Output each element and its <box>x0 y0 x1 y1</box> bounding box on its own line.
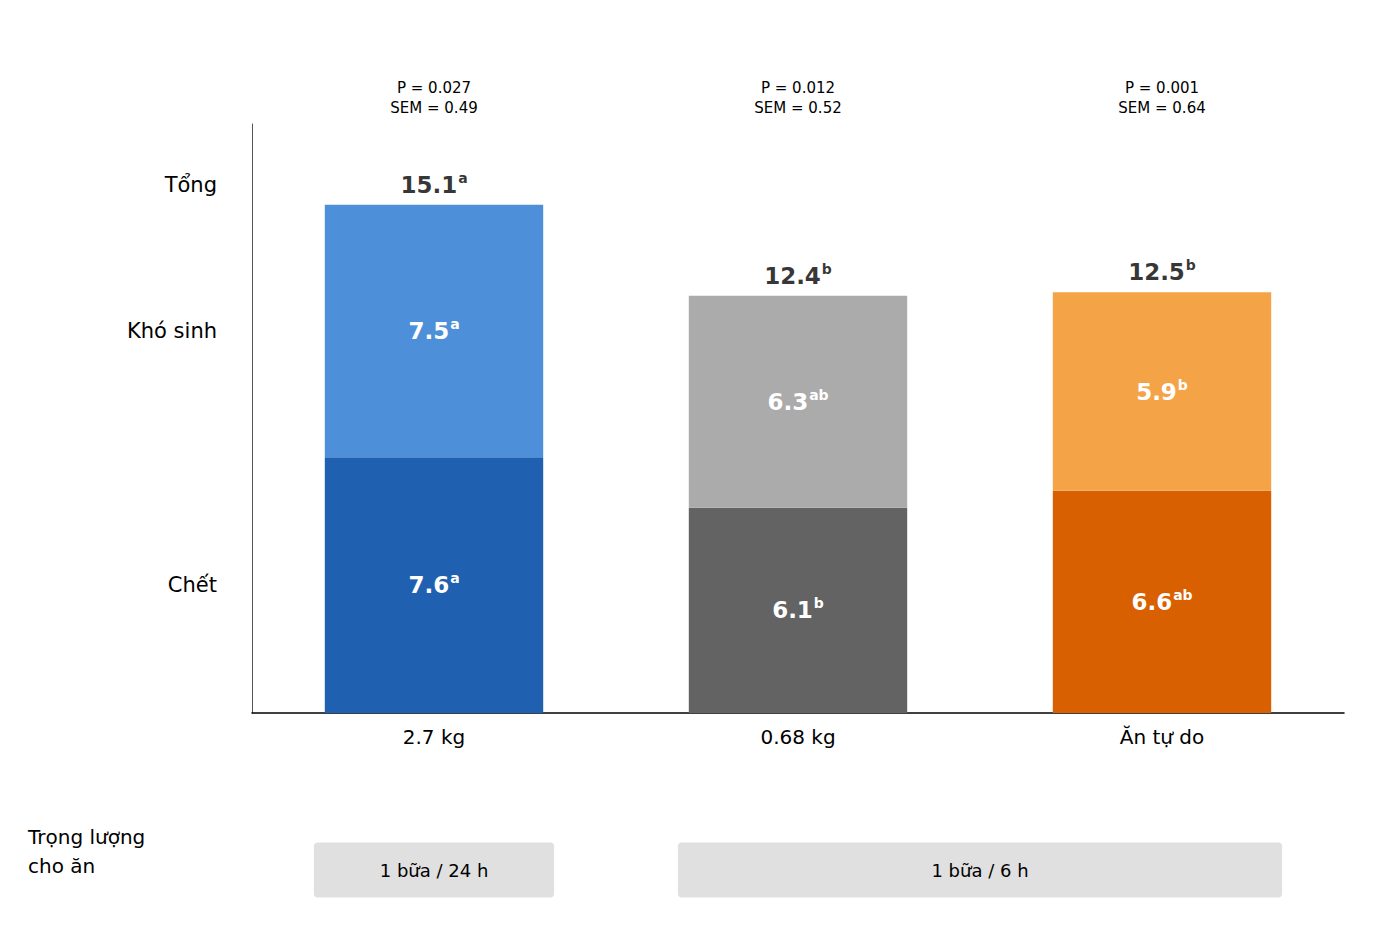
svg-text:b: b <box>1186 257 1196 273</box>
svg-text:Ăn tự do: Ăn tự do <box>1120 725 1205 749</box>
svg-text:a: a <box>450 570 459 586</box>
svg-text:2.7 kg: 2.7 kg <box>403 725 465 749</box>
svg-text:cho ăn: cho ăn <box>28 854 95 878</box>
svg-text:Chết: Chết <box>168 573 217 597</box>
svg-text:7.5: 7.5 <box>408 318 449 344</box>
svg-text:a: a <box>450 316 459 332</box>
svg-text:5.9: 5.9 <box>1136 379 1177 405</box>
svg-text:P = 0.001: P = 0.001 <box>1125 79 1199 97</box>
svg-text:15.1: 15.1 <box>400 172 457 198</box>
svg-text:1 bữa / 24 h: 1 bữa / 24 h <box>380 860 489 881</box>
svg-text:Khó sinh: Khó sinh <box>127 319 217 343</box>
svg-text:1 bữa / 6 h: 1 bữa / 6 h <box>931 860 1028 881</box>
svg-text:b: b <box>822 261 832 277</box>
svg-text:6.1: 6.1 <box>772 597 813 623</box>
svg-text:12.5: 12.5 <box>1128 259 1185 285</box>
svg-text:SEM = 0.64: SEM = 0.64 <box>1118 99 1205 117</box>
svg-text:Trọng lượng: Trọng lượng <box>27 825 145 849</box>
svg-text:b: b <box>1178 377 1188 393</box>
svg-text:b: b <box>814 595 824 611</box>
svg-text:SEM = 0.49: SEM = 0.49 <box>390 99 477 117</box>
svg-text:P = 0.012: P = 0.012 <box>761 79 835 97</box>
svg-text:Tổng: Tổng <box>164 173 217 197</box>
svg-text:12.4: 12.4 <box>764 263 821 289</box>
svg-text:0.68 kg: 0.68 kg <box>760 725 835 749</box>
svg-text:ab: ab <box>1173 587 1192 603</box>
svg-text:a: a <box>458 170 467 186</box>
svg-text:6.6: 6.6 <box>1131 589 1172 615</box>
svg-text:ab: ab <box>809 387 828 403</box>
svg-text:6.3: 6.3 <box>767 389 808 415</box>
svg-text:7.6: 7.6 <box>408 572 449 598</box>
svg-text:P = 0.027: P = 0.027 <box>397 79 471 97</box>
svg-text:SEM = 0.52: SEM = 0.52 <box>754 99 841 117</box>
